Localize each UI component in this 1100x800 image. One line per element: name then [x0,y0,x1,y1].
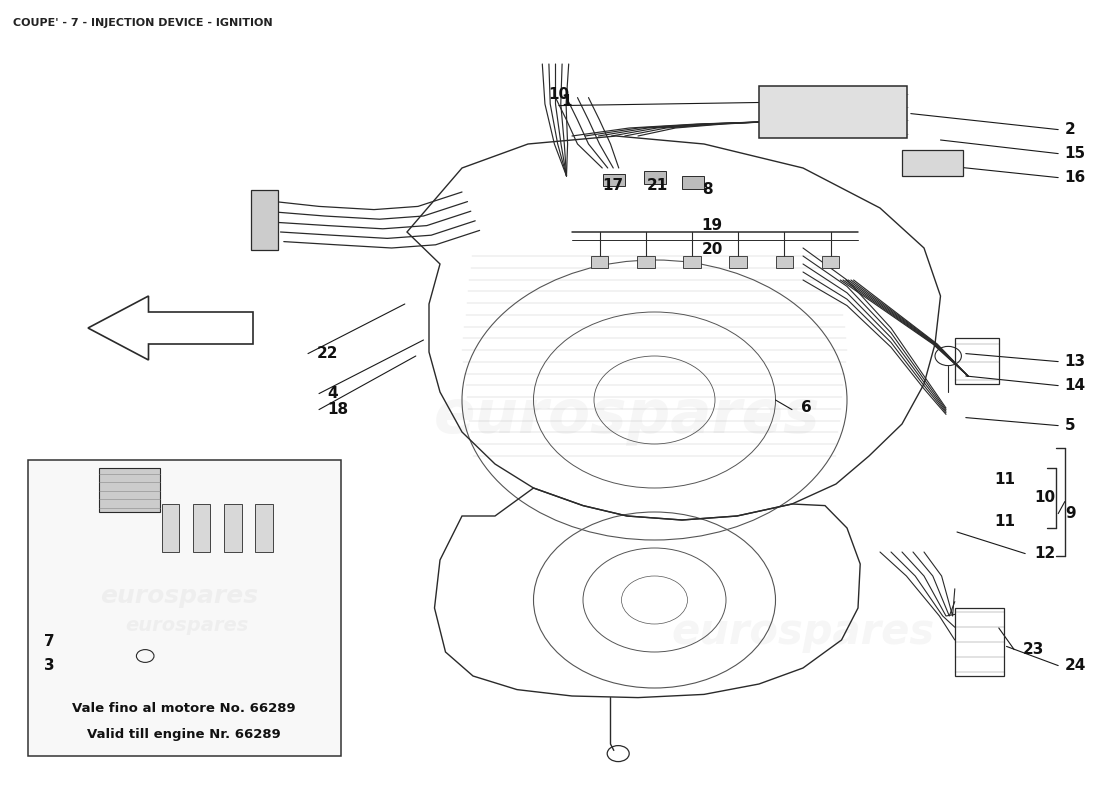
Bar [729,256,747,268]
Bar [251,190,278,250]
Text: 13: 13 [1065,354,1086,369]
Text: 1: 1 [561,94,572,109]
Text: 4: 4 [328,386,339,401]
Bar [955,338,999,384]
Bar [776,256,793,268]
FancyBboxPatch shape [28,460,341,756]
Bar [591,256,608,268]
Text: 18: 18 [328,402,349,417]
Text: 20: 20 [702,242,723,257]
Text: 22: 22 [317,346,339,361]
Text: 2: 2 [1065,122,1076,137]
Bar [603,174,625,186]
Bar [637,256,654,268]
Text: 15: 15 [1065,146,1086,161]
Text: 7: 7 [44,634,55,649]
Bar [644,171,666,184]
Bar [162,504,179,552]
Bar [955,608,1004,676]
Text: 8: 8 [702,182,713,197]
Text: eurospares: eurospares [125,616,249,635]
Text: 23: 23 [1023,642,1044,657]
Text: eurospares: eurospares [671,611,935,653]
Text: 10: 10 [548,87,570,102]
Text: 24: 24 [1065,658,1086,673]
Text: 14: 14 [1065,378,1086,393]
Bar [759,86,907,138]
Bar [99,468,160,512]
Bar [224,504,242,552]
Text: 19: 19 [702,218,723,233]
Text: eurospares: eurospares [100,584,258,608]
Text: 6: 6 [801,401,812,415]
Bar [683,256,701,268]
Bar [682,176,704,189]
Text: COUPE' - 7 - INJECTION DEVICE - IGNITION: COUPE' - 7 - INJECTION DEVICE - IGNITION [13,18,273,27]
Text: eurospares: eurospares [433,386,821,446]
Text: 10: 10 [1034,490,1055,505]
Text: Valid till engine Nr. 66289: Valid till engine Nr. 66289 [87,728,280,741]
Bar [255,504,273,552]
Polygon shape [88,296,253,360]
Bar [192,504,210,552]
Text: 11: 11 [994,473,1015,487]
Bar [902,150,962,176]
Text: 5: 5 [1065,418,1076,433]
Text: 17: 17 [603,178,624,193]
Text: Vale fino al motore No. 66289: Vale fino al motore No. 66289 [72,702,296,714]
Text: 11: 11 [994,514,1015,529]
Bar [822,256,839,268]
Text: 16: 16 [1065,170,1086,185]
Text: 9: 9 [1065,506,1076,521]
Text: 21: 21 [647,178,668,193]
Text: 3: 3 [44,658,55,673]
Text: 12: 12 [1034,546,1055,561]
